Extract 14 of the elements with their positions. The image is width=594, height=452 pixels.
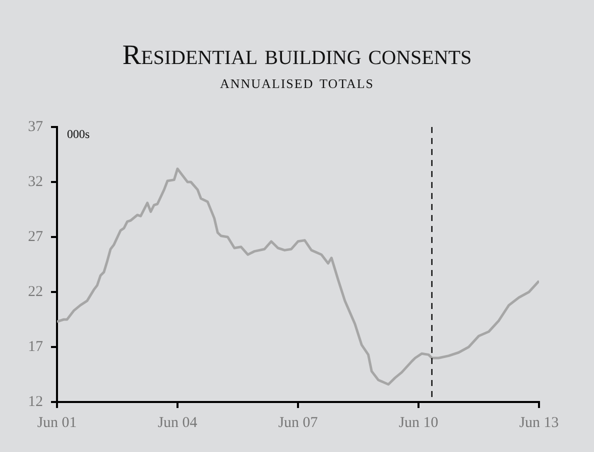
x-tick-label: Jun 13 [519, 414, 559, 431]
x-tick-label: Jun 04 [158, 414, 198, 431]
y-tick-label: 12 [28, 394, 43, 410]
y-tick-label: 32 [28, 174, 43, 190]
chart-title: Residential building consents [121, 40, 473, 72]
annotation: 000s [67, 127, 90, 142]
x-tick-label: Jun 07 [278, 414, 318, 431]
y-tick-label: 22 [28, 284, 43, 300]
y-tick-label: 17 [28, 338, 44, 355]
x-tick-label: Jun 10 [398, 414, 438, 431]
x-tick-label: Jun 01 [37, 414, 77, 431]
y-tick-label: 27 [28, 228, 44, 245]
y-tick-label: 37 [28, 118, 44, 135]
chart-subtitle: annualised totals [218, 72, 376, 94]
